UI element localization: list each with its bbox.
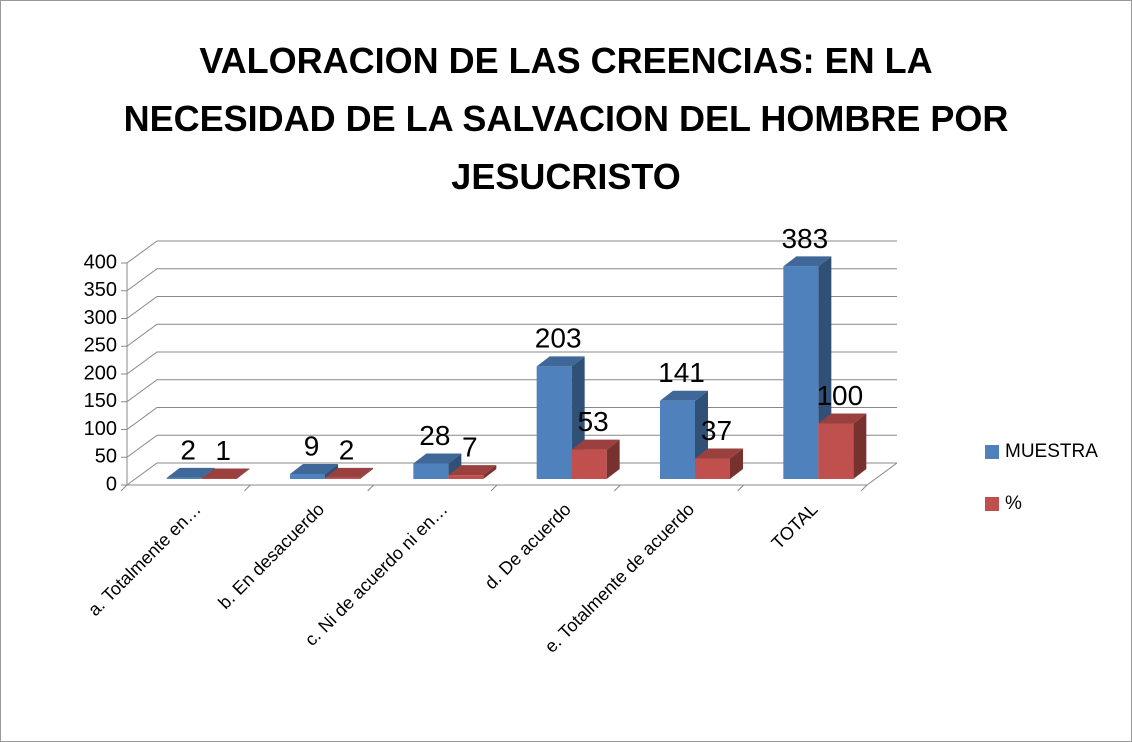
bar bbox=[571, 439, 620, 479]
bar bbox=[695, 448, 743, 479]
bar-top bbox=[325, 467, 373, 478]
bar-top bbox=[413, 453, 462, 464]
bar-front bbox=[201, 478, 237, 479]
bar-front bbox=[660, 400, 695, 479]
bar-front bbox=[448, 475, 484, 479]
grid-line bbox=[126, 434, 897, 458]
chart-title: VALORACION DE LAS CREENCIAS: EN LA NECES… bbox=[123, 40, 1009, 197]
value-label: 7 bbox=[462, 432, 478, 463]
bar bbox=[325, 467, 373, 479]
bar-front bbox=[818, 423, 854, 479]
bar bbox=[413, 453, 462, 479]
legend-swatch bbox=[985, 497, 999, 511]
y-tick-label: 300 bbox=[84, 307, 117, 329]
bar-top bbox=[695, 448, 743, 459]
grid-line bbox=[126, 462, 897, 486]
grid-line bbox=[126, 351, 897, 375]
bar-front bbox=[166, 477, 202, 479]
y-tick-label: 200 bbox=[84, 362, 117, 384]
x-tick bbox=[860, 484, 868, 492]
y-tick-label: 350 bbox=[84, 279, 117, 301]
value-label: 203 bbox=[535, 323, 582, 354]
value-label: 37 bbox=[701, 415, 732, 446]
y-tick-label: 0 bbox=[106, 473, 117, 495]
bar-side bbox=[325, 464, 338, 479]
value-label: 28 bbox=[419, 420, 450, 451]
x-tick bbox=[490, 484, 498, 492]
bar-front bbox=[413, 463, 449, 479]
bar-top bbox=[201, 468, 250, 479]
y-tick-label: 250 bbox=[84, 335, 117, 357]
grid-line bbox=[126, 323, 897, 347]
bar-top bbox=[166, 467, 215, 478]
bar-top bbox=[818, 413, 867, 424]
bar-front bbox=[325, 477, 360, 479]
bar bbox=[290, 464, 338, 479]
bar-front bbox=[290, 474, 325, 479]
value-label: 53 bbox=[578, 406, 609, 437]
bar-top bbox=[536, 356, 585, 367]
y-tick-label: 150 bbox=[84, 390, 117, 412]
bar-front bbox=[695, 458, 730, 479]
bar-top bbox=[571, 439, 620, 450]
value-label: 9 bbox=[304, 430, 320, 461]
bar-top bbox=[783, 256, 832, 267]
y-tick-label: 400 bbox=[84, 251, 117, 273]
grid-line bbox=[126, 407, 897, 430]
bar-side bbox=[360, 467, 373, 479]
x-tick bbox=[613, 484, 621, 492]
bar-side bbox=[483, 465, 497, 479]
legend-label: MUESTRA bbox=[1005, 441, 1098, 462]
x-tick bbox=[737, 484, 745, 492]
x-tick bbox=[367, 484, 375, 492]
bar-top bbox=[660, 390, 708, 401]
bar-top bbox=[448, 465, 497, 476]
bar-side bbox=[853, 413, 867, 479]
bar-top bbox=[290, 464, 338, 475]
grid-line bbox=[126, 240, 897, 264]
value-label: 383 bbox=[781, 223, 828, 254]
bar-front bbox=[571, 449, 607, 479]
bar bbox=[201, 468, 250, 479]
grid-line bbox=[126, 296, 897, 319]
bar-front bbox=[536, 366, 572, 479]
bar-side bbox=[236, 468, 250, 479]
value-label: 1 bbox=[215, 435, 231, 466]
grid-line bbox=[126, 379, 897, 403]
x-tick bbox=[243, 484, 251, 492]
value-label: 100 bbox=[816, 380, 863, 411]
bar bbox=[448, 465, 497, 479]
bar-side bbox=[730, 448, 743, 479]
value-label: 2 bbox=[339, 434, 355, 465]
legend-label: % bbox=[1005, 493, 1022, 514]
grid-line bbox=[126, 268, 897, 292]
y-tick-label: 50 bbox=[95, 446, 117, 468]
x-tick bbox=[120, 484, 128, 492]
bar-side bbox=[606, 439, 620, 479]
value-label: 2 bbox=[180, 434, 196, 465]
bar-front bbox=[783, 266, 819, 479]
bar bbox=[818, 413, 867, 479]
value-label: 141 bbox=[658, 357, 705, 388]
y-tick-label: 100 bbox=[84, 418, 117, 440]
legend-swatch bbox=[985, 445, 999, 459]
